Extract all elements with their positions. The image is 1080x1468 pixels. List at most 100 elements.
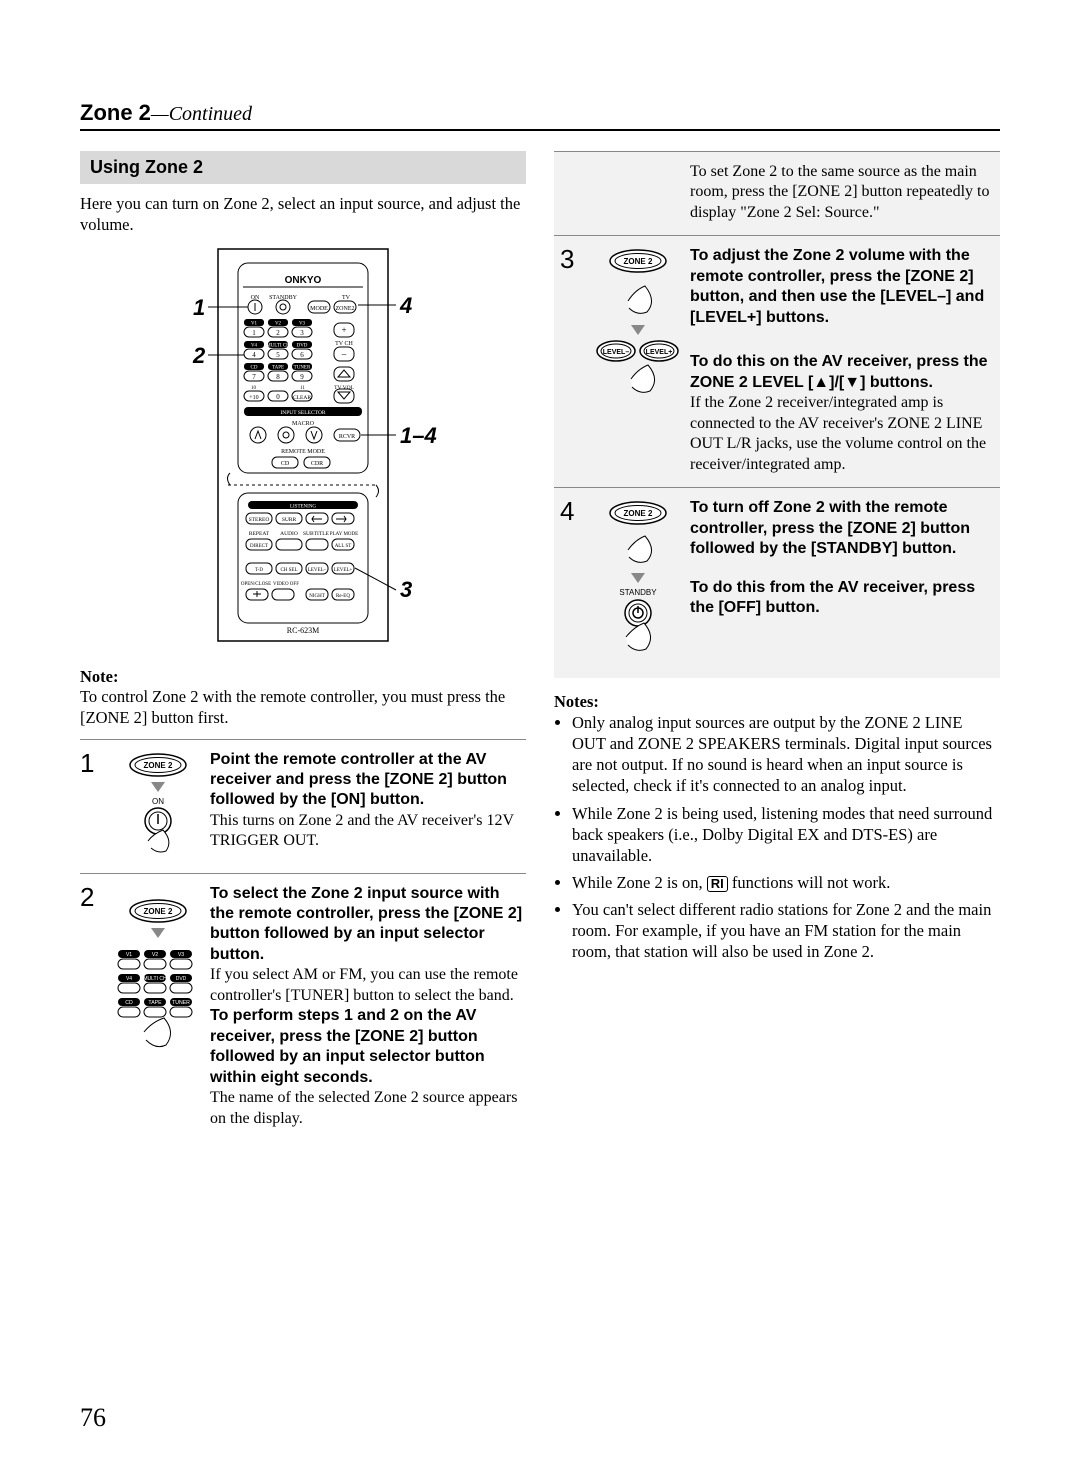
zone2-button-icon: ZONE 2 <box>128 752 188 778</box>
header-continued: —Continued <box>151 103 252 125</box>
svg-text:PLAY MODE: PLAY MODE <box>330 532 358 537</box>
svg-text:10: 10 <box>251 386 257 391</box>
ri-icon: RI <box>707 876 728 892</box>
svg-text:LEVEL+: LEVEL+ <box>646 349 673 356</box>
svg-text:ZONE 2: ZONE 2 <box>624 509 653 518</box>
on-button-press-icon: ON <box>133 796 183 856</box>
svg-text:Re-EQ: Re-EQ <box>336 594 350 599</box>
svg-text:OPEN/CLOSE: OPEN/CLOSE <box>241 582 271 587</box>
remote-diagram: ONKYO ON STANDBY TV MODE ZONE2 V1 V2 V3 … <box>148 245 458 655</box>
right-column: To set Zone 2 to the same source as the … <box>554 151 1000 1141</box>
svg-text:T-D: T-D <box>255 568 263 573</box>
callout-3: 3 <box>400 577 412 602</box>
page-number: 76 <box>80 1403 106 1433</box>
svg-text:V4: V4 <box>126 976 132 982</box>
step-3: 3 ZONE 2 LEVEL– <box>554 235 1000 487</box>
svg-text:3: 3 <box>300 329 304 337</box>
arrow-down-icon <box>631 325 645 335</box>
svg-text:TAPE: TAPE <box>272 366 284 371</box>
svg-text:LEVEL–: LEVEL– <box>603 349 630 356</box>
svg-text:CD: CD <box>125 1000 133 1006</box>
svg-text:–: – <box>341 349 347 359</box>
svg-text:LEVEL+: LEVEL+ <box>334 568 353 573</box>
note-item: While Zone 2 is being used, listening mo… <box>572 803 1000 866</box>
svg-text:4: 4 <box>252 351 256 359</box>
step-1-text: Point the remote controller at the AV re… <box>210 750 526 852</box>
svg-text:DIRECT: DIRECT <box>250 544 268 549</box>
step-2-text: To select the Zone 2 input source with t… <box>210 884 526 1130</box>
step-2-cont-text: To set Zone 2 to the same source as the … <box>690 162 994 223</box>
right-steps-box: To set Zone 2 to the same source as the … <box>554 151 1000 678</box>
svg-text:MACRO: MACRO <box>292 421 315 427</box>
svg-text:MULTI CH: MULTI CH <box>143 976 167 982</box>
svg-text:8: 8 <box>276 373 280 381</box>
header-title: Zone 2 <box>80 100 151 125</box>
arrow-down-icon <box>151 928 165 938</box>
level-buttons-icon: LEVEL– LEVEL+ <box>596 339 680 399</box>
note-heading: Note: <box>80 667 526 687</box>
svg-text:ONKYO: ONKYO <box>285 275 322 286</box>
step-2-continuation: To set Zone 2 to the same source as the … <box>554 151 1000 235</box>
svg-text:11: 11 <box>300 386 305 391</box>
hand-press-icon <box>613 276 663 316</box>
intro-text: Here you can turn on Zone 2, select an i… <box>80 194 526 235</box>
step-3-icons: ZONE 2 LEVEL– LEVEL+ <box>596 246 680 404</box>
svg-text:V1: V1 <box>251 322 258 327</box>
zone2-button-icon: ZONE 2 <box>128 898 188 924</box>
step-1: 1 ZONE 2 ON Point the remote controller <box>80 739 526 873</box>
step-number: 1 <box>80 750 106 776</box>
svg-text:2: 2 <box>276 329 280 337</box>
svg-text:MULTI CH: MULTI CH <box>266 344 290 349</box>
svg-text:DVD: DVD <box>176 976 187 982</box>
two-column-layout: Using Zone 2 Here you can turn on Zone 2… <box>80 151 1000 1141</box>
svg-text:SUBTITLE: SUBTITLE <box>303 531 330 537</box>
svg-text:TV CH: TV CH <box>335 341 353 347</box>
svg-text:STEREO: STEREO <box>249 517 270 523</box>
svg-text:TUNER: TUNER <box>294 366 311 371</box>
svg-text:V3: V3 <box>299 322 306 327</box>
svg-text:ZONE 2: ZONE 2 <box>624 257 653 266</box>
svg-text:ZONE2: ZONE2 <box>336 306 355 312</box>
callout-4: 4 <box>399 293 412 318</box>
svg-text:REPEAT: REPEAT <box>249 531 270 537</box>
svg-text:AUDIO: AUDIO <box>280 531 298 537</box>
page-header: Zone 2—Continued <box>80 100 1000 131</box>
svg-text:CD: CD <box>251 366 258 371</box>
svg-text:+10: +10 <box>249 395 258 401</box>
svg-text:LISTENING: LISTENING <box>290 505 316 510</box>
svg-text:V2: V2 <box>275 322 282 327</box>
step-2: 2 ZONE 2 V1 V2 V3 <box>80 873 526 1142</box>
note-item: While Zone 2 is on, RI functions will no… <box>572 872 1000 893</box>
svg-text:9: 9 <box>300 373 304 381</box>
svg-text:7: 7 <box>252 373 256 381</box>
callout-1-4: 1–4 <box>400 423 437 448</box>
svg-text:V4: V4 <box>251 344 258 349</box>
step-4-icons: ZONE 2 STANDBY <box>596 498 680 662</box>
step-2-icons: ZONE 2 V1 V2 V3 V4 MULTI CH DVD <box>116 884 200 1065</box>
svg-text:ON: ON <box>152 797 164 806</box>
section-heading: Using Zone 2 <box>80 151 526 184</box>
standby-button-icon: STANDBY <box>608 587 668 657</box>
step-1-icons: ZONE 2 ON <box>116 750 200 861</box>
svg-text:LEVEL–: LEVEL– <box>308 568 327 573</box>
svg-text:V2: V2 <box>152 952 158 958</box>
svg-text:6: 6 <box>300 351 304 359</box>
svg-text:STANDBY: STANDBY <box>619 588 657 597</box>
svg-text:DVD: DVD <box>297 344 308 349</box>
svg-text:ZONE 2: ZONE 2 <box>144 907 173 916</box>
left-column: Using Zone 2 Here you can turn on Zone 2… <box>80 151 526 1141</box>
svg-text:NIGHT: NIGHT <box>309 594 325 599</box>
hand-press-icon <box>613 528 663 564</box>
arrow-down-icon <box>151 782 165 792</box>
step-4-text: To turn off Zone 2 with the remote contr… <box>690 498 994 618</box>
svg-text:RCVR: RCVR <box>339 434 355 440</box>
notes-heading: Notes: <box>554 692 1000 712</box>
svg-text:ALL ST: ALL ST <box>335 544 352 549</box>
callout-2: 2 <box>192 343 206 368</box>
svg-text:CH SEL: CH SEL <box>280 568 297 573</box>
svg-text:0: 0 <box>276 393 280 401</box>
step-4: 4 ZONE 2 STANDBY <box>554 487 1000 678</box>
note-item: Only analog input sources are output by … <box>572 712 1000 796</box>
svg-text:V1: V1 <box>126 952 132 958</box>
svg-text:REMOTE MODE: REMOTE MODE <box>281 449 325 455</box>
